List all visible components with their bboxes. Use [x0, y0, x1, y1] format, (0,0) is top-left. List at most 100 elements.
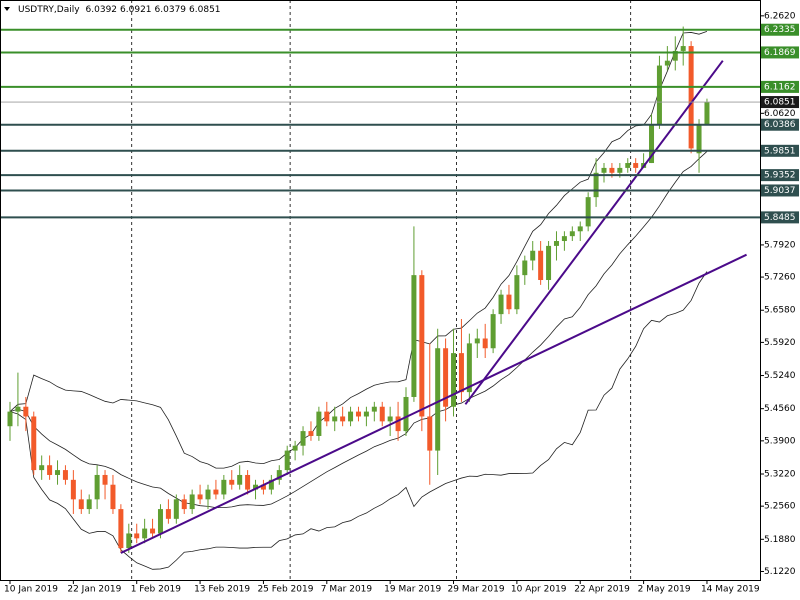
- current-price-tag: [761, 96, 799, 109]
- level-tag: [761, 118, 799, 131]
- level-label: 6.1162: [764, 82, 796, 92]
- candle-body: [221, 479, 227, 495]
- candle-body: [300, 431, 306, 446]
- y-tick-label: 5.3900: [764, 436, 796, 446]
- candle-body: [39, 465, 45, 471]
- candle-body: [506, 294, 512, 310]
- close: 6.0851: [189, 5, 221, 15]
- candle-body: [419, 275, 425, 417]
- candle-body: [237, 474, 243, 485]
- bollinger-band: [9, 31, 708, 469]
- level-tag: [761, 169, 799, 182]
- candle-body: [23, 406, 29, 417]
- level-tag: [761, 80, 799, 93]
- candle-body: [260, 484, 266, 490]
- x-tick-label: 25 Feb 2019: [257, 585, 313, 595]
- candle-body: [688, 46, 694, 149]
- candle-body: [165, 509, 171, 519]
- y-tick-label: 5.1880: [764, 535, 796, 545]
- candle-body: [395, 416, 401, 432]
- candle-body: [78, 499, 84, 510]
- candle-body: [102, 474, 108, 485]
- x-tick-label: 10 Jan 2019: [4, 585, 58, 595]
- candle-body: [490, 314, 496, 349]
- x-tick-label: 2 May 2019: [638, 585, 691, 595]
- candle-body: [601, 167, 607, 173]
- bollinger-band: [9, 151, 708, 509]
- x-tick-label: 13 Feb 2019: [194, 585, 250, 595]
- candle-body: [435, 348, 441, 451]
- candle-body: [680, 46, 686, 51]
- candle-body: [403, 396, 409, 432]
- candle-body: [157, 509, 163, 534]
- level-tag: [761, 211, 799, 224]
- candle-body: [585, 197, 591, 227]
- candle-body: [229, 479, 235, 485]
- y-tick-label: 5.5240: [764, 371, 796, 381]
- trendline: [120, 253, 747, 554]
- candle-body: [672, 50, 678, 61]
- open: 6.0392: [86, 5, 118, 15]
- candle-body: [522, 260, 528, 276]
- y-tick-label: 5.2560: [764, 502, 796, 512]
- y-tick-label: 6.2620: [764, 11, 796, 21]
- menu-icon: [4, 7, 10, 11]
- candle-body: [704, 102, 710, 125]
- level-label: 6.0386: [764, 120, 796, 130]
- chart-header: USDTRY,Daily 6.0392 6.0921 6.0379 6.0851: [18, 5, 221, 15]
- candle-body: [70, 479, 76, 500]
- candle-body: [371, 406, 377, 412]
- level-tag: [761, 46, 799, 59]
- candle-body: [284, 450, 290, 471]
- candle-body: [134, 533, 140, 539]
- y-tick-label: 5.7920: [764, 240, 796, 250]
- y-tick-label: 5.1220: [764, 567, 796, 577]
- candle-body: [696, 124, 702, 154]
- candle-body: [474, 338, 480, 344]
- candle-body: [348, 411, 354, 422]
- x-tick-label: 22 Apr 2019: [574, 585, 630, 595]
- candle-body: [292, 445, 298, 451]
- candle-body: [538, 250, 544, 281]
- candle-body: [31, 416, 37, 471]
- candle-body: [379, 406, 385, 422]
- candle-body: [62, 470, 68, 480]
- trendline: [464, 60, 724, 405]
- candle-body: [561, 236, 567, 242]
- level-label: 5.9352: [764, 171, 796, 181]
- candle-body: [316, 411, 322, 436]
- candle-body: [577, 226, 583, 232]
- y-tick-label: 5.7260: [764, 273, 796, 283]
- candle-body: [458, 353, 464, 393]
- candle-body: [213, 489, 219, 495]
- candle-body: [276, 470, 282, 480]
- plot-border: [0, 0, 761, 581]
- candle-body: [664, 60, 670, 66]
- candle-body: [268, 479, 274, 490]
- x-tick-label: 7 Mar 2019: [321, 585, 373, 595]
- candle-body: [443, 348, 449, 407]
- y-tick-label: 5.6580: [764, 306, 796, 316]
- candle-body: [197, 494, 203, 500]
- candle-body: [411, 275, 417, 397]
- candle-body: [55, 470, 61, 475]
- candle-body: [94, 474, 100, 500]
- high: 6.0921: [120, 5, 152, 15]
- y-tick-label: 5.5920: [764, 338, 796, 348]
- candle-body: [593, 172, 599, 198]
- candle-body: [649, 124, 655, 164]
- candle-body: [530, 250, 536, 261]
- candle-body: [466, 343, 472, 393]
- candle-body: [498, 294, 504, 315]
- candle-body: [609, 167, 615, 173]
- candle-body: [553, 241, 559, 246]
- candle-body: [308, 431, 314, 436]
- level-tag: [761, 184, 799, 197]
- level-label: 6.1869: [764, 48, 796, 58]
- y-tick-label: 5.4560: [764, 404, 796, 414]
- level-label: 5.8485: [764, 213, 796, 223]
- level-label: 6.2335: [764, 25, 796, 35]
- candle-body: [150, 528, 156, 534]
